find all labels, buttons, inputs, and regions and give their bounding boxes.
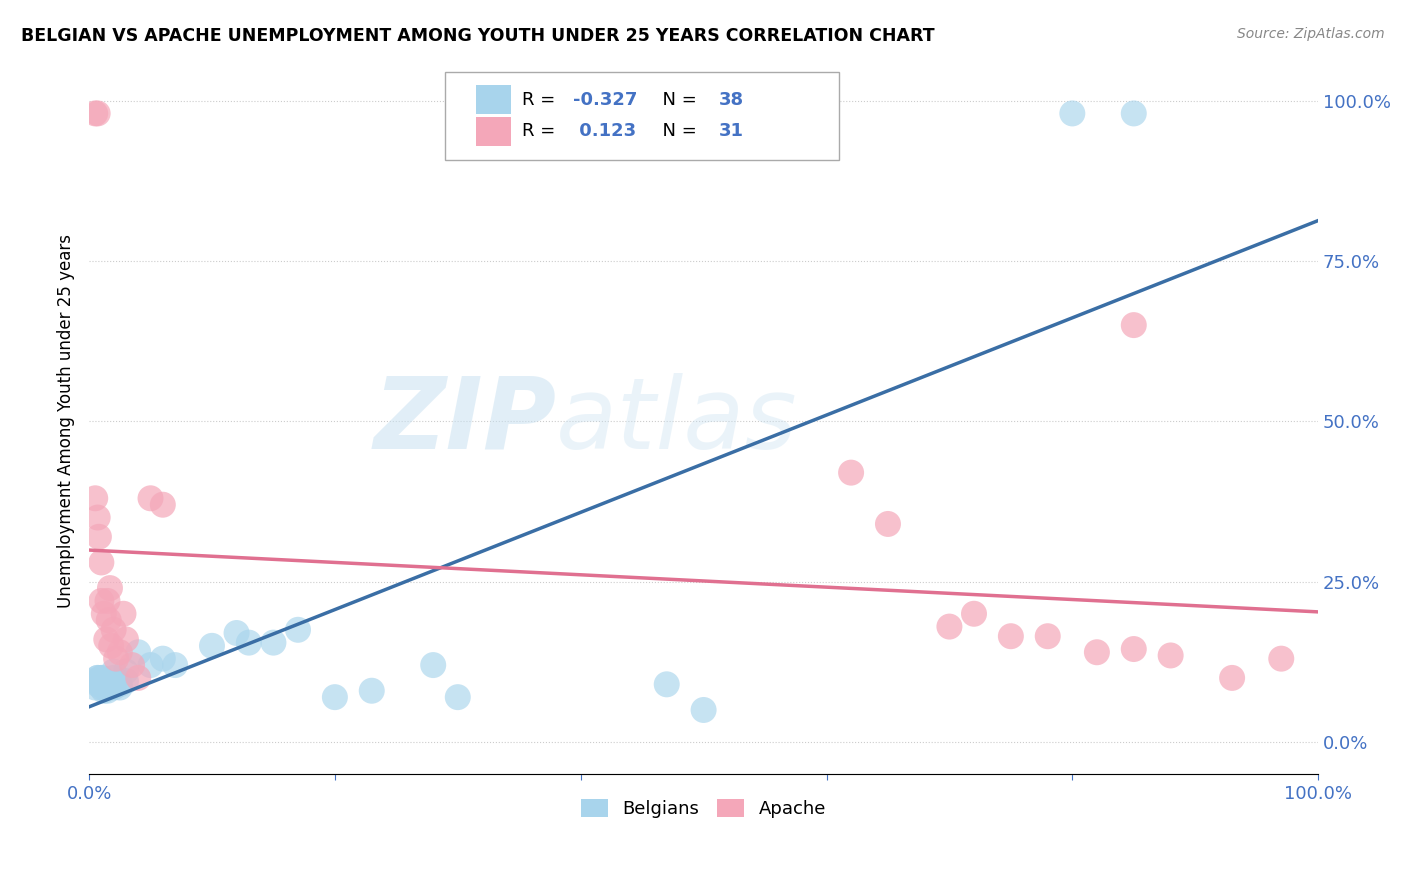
Point bbox=[86, 677, 108, 691]
Point bbox=[108, 645, 131, 659]
Point bbox=[201, 639, 224, 653]
Point bbox=[84, 491, 107, 506]
Point bbox=[97, 613, 120, 627]
Point bbox=[1122, 106, 1144, 120]
Point bbox=[422, 658, 444, 673]
Point bbox=[323, 690, 346, 705]
Point bbox=[839, 466, 862, 480]
Point bbox=[165, 658, 187, 673]
Point bbox=[262, 635, 284, 649]
Point bbox=[152, 651, 174, 665]
Point bbox=[105, 651, 128, 665]
Point bbox=[93, 607, 115, 621]
Point bbox=[938, 619, 960, 633]
Point bbox=[103, 623, 125, 637]
Point bbox=[139, 658, 162, 673]
Point bbox=[98, 581, 121, 595]
Text: R =: R = bbox=[522, 91, 561, 109]
Point bbox=[96, 677, 118, 691]
Text: N =: N = bbox=[651, 122, 702, 140]
Point bbox=[287, 623, 309, 637]
Point bbox=[84, 681, 107, 695]
Point bbox=[100, 639, 122, 653]
Text: 0.123: 0.123 bbox=[574, 122, 637, 140]
Point bbox=[86, 671, 108, 685]
Point bbox=[84, 674, 107, 689]
Point bbox=[103, 671, 125, 685]
FancyBboxPatch shape bbox=[446, 72, 839, 161]
Point bbox=[121, 658, 143, 673]
Text: 31: 31 bbox=[718, 122, 744, 140]
Point bbox=[139, 491, 162, 506]
Text: -0.327: -0.327 bbox=[574, 91, 638, 109]
Point bbox=[96, 594, 118, 608]
Point bbox=[108, 681, 131, 695]
Point bbox=[108, 677, 131, 691]
Text: atlas: atlas bbox=[557, 373, 797, 470]
Point bbox=[96, 683, 118, 698]
Point bbox=[1220, 671, 1243, 685]
Point bbox=[1000, 629, 1022, 643]
Point bbox=[152, 498, 174, 512]
Point bbox=[90, 556, 112, 570]
Point bbox=[877, 516, 900, 531]
Point bbox=[1085, 645, 1108, 659]
Point bbox=[86, 106, 108, 120]
Text: R =: R = bbox=[522, 122, 561, 140]
Point bbox=[447, 690, 470, 705]
Point bbox=[1062, 106, 1084, 120]
Point bbox=[115, 674, 138, 689]
Point bbox=[90, 677, 112, 691]
Text: BELGIAN VS APACHE UNEMPLOYMENT AMONG YOUTH UNDER 25 YEARS CORRELATION CHART: BELGIAN VS APACHE UNEMPLOYMENT AMONG YOU… bbox=[21, 27, 935, 45]
Point bbox=[90, 681, 112, 695]
Legend: Belgians, Apache: Belgians, Apache bbox=[574, 791, 834, 825]
Point bbox=[96, 681, 118, 695]
Point bbox=[238, 635, 260, 649]
Point bbox=[1270, 651, 1292, 665]
FancyBboxPatch shape bbox=[477, 85, 510, 114]
Y-axis label: Unemployment Among Youth under 25 years: Unemployment Among Youth under 25 years bbox=[58, 235, 75, 608]
Point bbox=[1036, 629, 1059, 643]
Point bbox=[93, 683, 115, 698]
Point bbox=[225, 626, 247, 640]
Point bbox=[90, 671, 112, 685]
Point bbox=[1122, 318, 1144, 332]
Point bbox=[84, 106, 107, 120]
Point bbox=[103, 677, 125, 691]
Point bbox=[963, 607, 986, 621]
Text: N =: N = bbox=[651, 91, 702, 109]
Point bbox=[90, 671, 112, 685]
Point bbox=[103, 665, 125, 679]
Point bbox=[86, 671, 108, 685]
Point bbox=[90, 594, 112, 608]
Point bbox=[86, 510, 108, 524]
Point bbox=[1122, 642, 1144, 657]
Point bbox=[692, 703, 714, 717]
Point bbox=[115, 632, 138, 647]
Point bbox=[655, 677, 678, 691]
Text: ZIP: ZIP bbox=[373, 373, 557, 470]
Text: 38: 38 bbox=[718, 91, 744, 109]
Point bbox=[127, 645, 149, 659]
Point bbox=[115, 665, 138, 679]
Point bbox=[96, 632, 118, 647]
Point bbox=[93, 677, 115, 691]
Point bbox=[360, 683, 382, 698]
Point bbox=[103, 681, 125, 695]
Point bbox=[90, 677, 112, 691]
Text: Source: ZipAtlas.com: Source: ZipAtlas.com bbox=[1237, 27, 1385, 41]
Point bbox=[1160, 648, 1182, 663]
Point bbox=[87, 530, 110, 544]
Point bbox=[127, 671, 149, 685]
FancyBboxPatch shape bbox=[477, 117, 510, 146]
Point bbox=[112, 607, 135, 621]
